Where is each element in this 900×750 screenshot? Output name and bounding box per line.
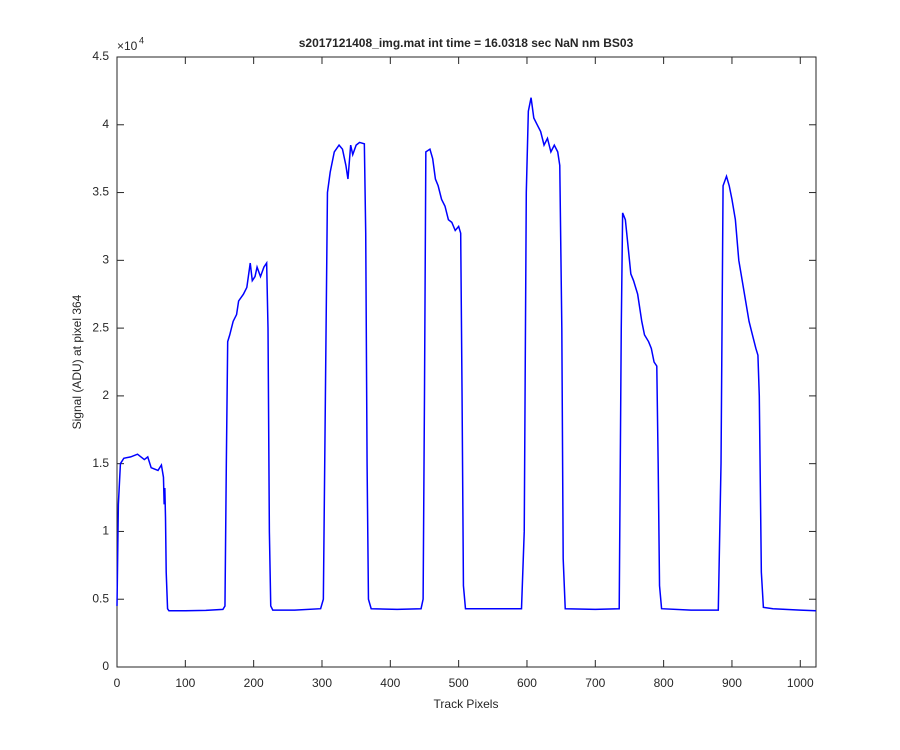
y-tick-label: 1 (102, 524, 109, 538)
y-tick-label: 1.5 (92, 456, 109, 470)
x-tick-label: 0 (114, 676, 121, 690)
x-tick-label: 700 (585, 676, 605, 690)
y-tick-label: 2.5 (92, 320, 109, 334)
chart-title: s2017121408_img.mat int time = 16.0318 s… (299, 36, 634, 50)
x-tick-label: 100 (175, 676, 195, 690)
x-tick-label: 400 (380, 676, 400, 690)
x-tick-label: 600 (517, 676, 537, 690)
x-tick-label: 1000 (787, 676, 814, 690)
x-axis-label: Track Pixels (434, 697, 499, 711)
x-tick-label: 800 (654, 676, 674, 690)
x-tick-label: 500 (449, 676, 469, 690)
x-tick-label: 300 (312, 676, 332, 690)
x-tick-label: 200 (244, 676, 264, 690)
y-tick-label: 3 (102, 253, 109, 267)
axes-box (116, 56, 817, 668)
y-multiplier: ×10 (117, 39, 138, 53)
y-tick-label: 0 (102, 659, 109, 673)
y-multiplier-exponent: 4 (139, 35, 144, 45)
x-tick-label: 900 (722, 676, 742, 690)
y-axis-label: Signal (ADU) at pixel 364 (70, 294, 84, 429)
y-tick-label: 3.5 (92, 185, 109, 199)
y-tick-label: 0.5 (92, 591, 109, 605)
data-line (116, 97, 817, 612)
y-tick-label: 4 (102, 117, 109, 131)
y-tick-label: 2 (102, 388, 109, 402)
y-tick-label: 4.5 (92, 49, 109, 63)
